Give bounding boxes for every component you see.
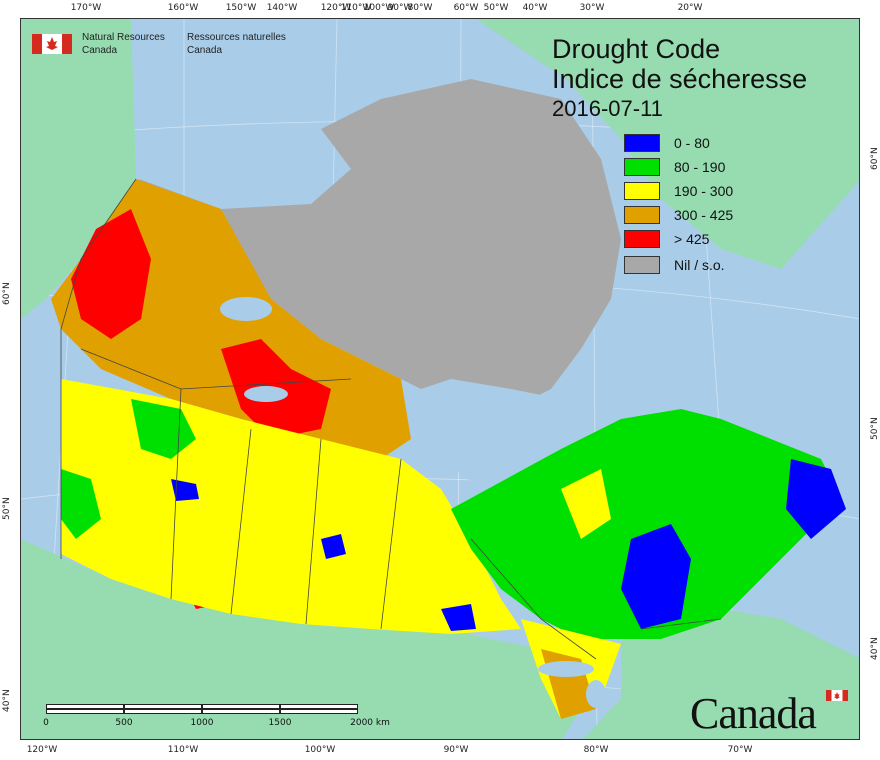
legend-swatch — [624, 230, 660, 248]
drought-code-map — [20, 18, 860, 740]
map-title-fr: Indice de sécheresse — [552, 64, 808, 94]
lat-tick-right: 40°N — [870, 637, 880, 660]
map-date: 2016-07-11 — [552, 96, 663, 121]
legend-label: 0 - 80 — [674, 135, 710, 151]
hudson-bay — [391, 379, 581, 489]
legend-label: Nil / s.o. — [674, 257, 725, 273]
agency-name-en-line2: Canada — [82, 45, 118, 56]
region-0-80-ontario — [441, 604, 476, 631]
legend-swatch — [624, 206, 660, 224]
region-0-80-west2 — [321, 534, 346, 559]
lon-tick-bottom: 100°W — [304, 745, 336, 755]
region-0-80-west — [171, 479, 199, 501]
map-title-en: Drought Code — [552, 34, 721, 64]
scale-label: 1500 — [268, 718, 292, 728]
lon-tick-top: 140°W — [266, 3, 298, 13]
lon-tick-top: 150°W — [225, 3, 257, 13]
legend-label: 80 - 190 — [674, 159, 726, 175]
region-80-190-bc — [61, 469, 101, 539]
usa-land — [21, 539, 581, 739]
region-over-425-yukon — [71, 209, 151, 339]
lon-tick-top: 170°W — [70, 3, 102, 13]
agency-name-fr-line2: Canada — [187, 45, 223, 56]
lon-tick-bottom: 110°W — [167, 745, 199, 755]
legend-swatch — [624, 158, 660, 176]
scale-label: 0 — [43, 718, 49, 728]
legend-swatch — [624, 134, 660, 152]
canada-flag-icon — [32, 34, 72, 54]
lat-tick-left: 60°N — [2, 282, 12, 305]
lat-tick-left: 50°N — [2, 497, 12, 520]
lon-tick-top: 40°W — [522, 3, 548, 13]
canada-wordmark: Canada — [690, 689, 817, 738]
lat-tick-right: 50°N — [870, 417, 880, 440]
region-190-300-quebec — [561, 469, 611, 539]
scale-label: 1000 — [190, 718, 214, 728]
lon-tick-top: 30°W — [579, 3, 605, 13]
region-0-80-quebec — [621, 524, 691, 629]
agency-name-fr-line1: Ressources naturelles — [187, 32, 286, 43]
agency-name-en-line1: Natural Resources — [82, 32, 165, 43]
lake-superior — [538, 661, 594, 677]
lon-tick-top: 100°W — [363, 3, 395, 13]
lon-tick-bottom: 70°W — [727, 745, 753, 755]
lon-tick-top: 110°W — [340, 3, 372, 13]
lon-tick-top: 90°W — [387, 3, 413, 13]
wordmark-flag-icon — [826, 690, 848, 701]
lon-tick-top: 80°W — [407, 3, 433, 13]
legend-label: 300 - 425 — [674, 207, 734, 223]
legend-swatch — [624, 182, 660, 200]
arctic-nil-area — [139, 79, 621, 419]
lon-tick-top: 60°W — [453, 3, 479, 13]
legend-label: 190 - 300 — [674, 183, 734, 199]
lon-tick-bottom: 90°W — [443, 745, 469, 755]
lon-tick-top: 120°W — [320, 3, 352, 13]
great-bear-lake — [220, 297, 272, 321]
scale-label: 2000 km — [350, 718, 390, 728]
lat-tick-left: 40°N — [2, 689, 12, 712]
lon-tick-bottom: 80°W — [583, 745, 609, 755]
alaska-land — [21, 19, 136, 319]
greenland-land — [476, 19, 859, 269]
scale-label: 500 — [115, 718, 133, 728]
lon-tick-top: 20°W — [677, 3, 703, 13]
legend-swatch — [624, 256, 660, 274]
great-slave-lake — [244, 386, 288, 402]
map-canvas — [21, 19, 859, 739]
provincial-borders — [60, 178, 722, 660]
usa-land-east — [582, 609, 859, 739]
lat-tick-right: 60°N — [870, 147, 880, 170]
lon-tick-top: 160°W — [167, 3, 199, 13]
lon-tick-bottom: 120°W — [26, 745, 58, 755]
region-80-190-east — [451, 409, 841, 639]
lake-huron — [586, 680, 606, 708]
lon-tick-top: 50°W — [483, 3, 509, 13]
region-0-80-labrador — [786, 459, 846, 539]
legend-label: > 425 — [674, 231, 710, 247]
